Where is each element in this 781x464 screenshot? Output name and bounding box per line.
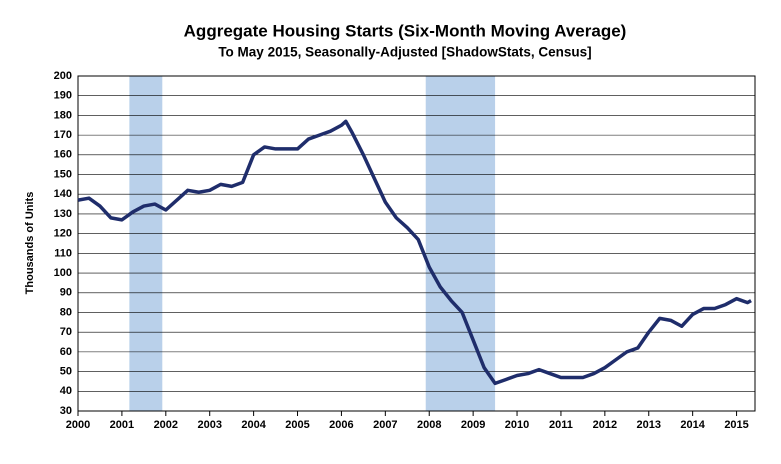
- y-tick-label: 140: [54, 188, 72, 200]
- y-tick-label: 60: [60, 346, 72, 358]
- y-tick-label: 50: [60, 365, 72, 377]
- y-tick-label: 120: [54, 228, 72, 240]
- y-tick-label: 130: [54, 208, 72, 220]
- x-tick-label: 2002: [154, 419, 178, 431]
- x-tick-label: 2005: [285, 419, 309, 431]
- y-tick-label: 170: [54, 129, 72, 141]
- y-tick-label: 80: [60, 306, 72, 318]
- y-tick-label: 200: [54, 70, 72, 82]
- x-tick-label: 2011: [549, 419, 573, 431]
- y-tick-label: 110: [54, 247, 72, 259]
- y-tick-label: 190: [54, 90, 72, 102]
- x-tick-label: 2004: [241, 419, 266, 431]
- plot-frame: [77, 75, 756, 412]
- data-line: [77, 119, 752, 386]
- y-tick-label: 90: [60, 287, 72, 299]
- x-tick-label: 2007: [373, 419, 397, 431]
- x-tick-label: 2015: [724, 419, 748, 431]
- chart-title: Aggregate Housing Starts (Six-Month Movi…: [184, 21, 627, 40]
- y-tick-label: 40: [60, 385, 72, 397]
- x-tick-label: 2008: [417, 419, 441, 431]
- recession-band: [425, 76, 496, 411]
- y-tick-label: 100: [54, 267, 72, 279]
- x-tick-label: 2013: [637, 419, 661, 431]
- recession-band: [129, 76, 163, 411]
- x-tick-label: 2009: [461, 419, 485, 431]
- y-axis-label: Thousands of Units: [24, 192, 36, 295]
- x-tick-label: 2012: [593, 419, 617, 431]
- y-tick-label: 160: [54, 149, 72, 161]
- y-tick-label: 70: [60, 326, 72, 338]
- x-tick-label: 2003: [197, 419, 221, 431]
- x-tick-label: 2000: [66, 419, 90, 431]
- x-tick-label: 2010: [505, 419, 529, 431]
- y-tick-label: 180: [54, 109, 72, 121]
- chart-subtitle: To May 2015, Seasonally-Adjusted [Shadow…: [218, 45, 591, 60]
- y-tick-label: 150: [54, 168, 72, 180]
- x-tick-label: 2001: [110, 419, 134, 431]
- x-tick-label: 2014: [680, 419, 705, 431]
- y-tick-label: 30: [60, 405, 72, 417]
- x-tick-label: 2006: [329, 419, 353, 431]
